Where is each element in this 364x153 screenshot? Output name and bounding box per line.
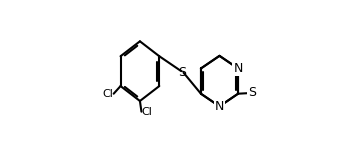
Text: N: N bbox=[233, 62, 243, 75]
Text: S: S bbox=[249, 86, 257, 99]
Text: N: N bbox=[215, 100, 224, 113]
Text: Cl: Cl bbox=[142, 107, 152, 117]
Text: S: S bbox=[178, 66, 186, 79]
Text: Cl: Cl bbox=[103, 89, 114, 99]
